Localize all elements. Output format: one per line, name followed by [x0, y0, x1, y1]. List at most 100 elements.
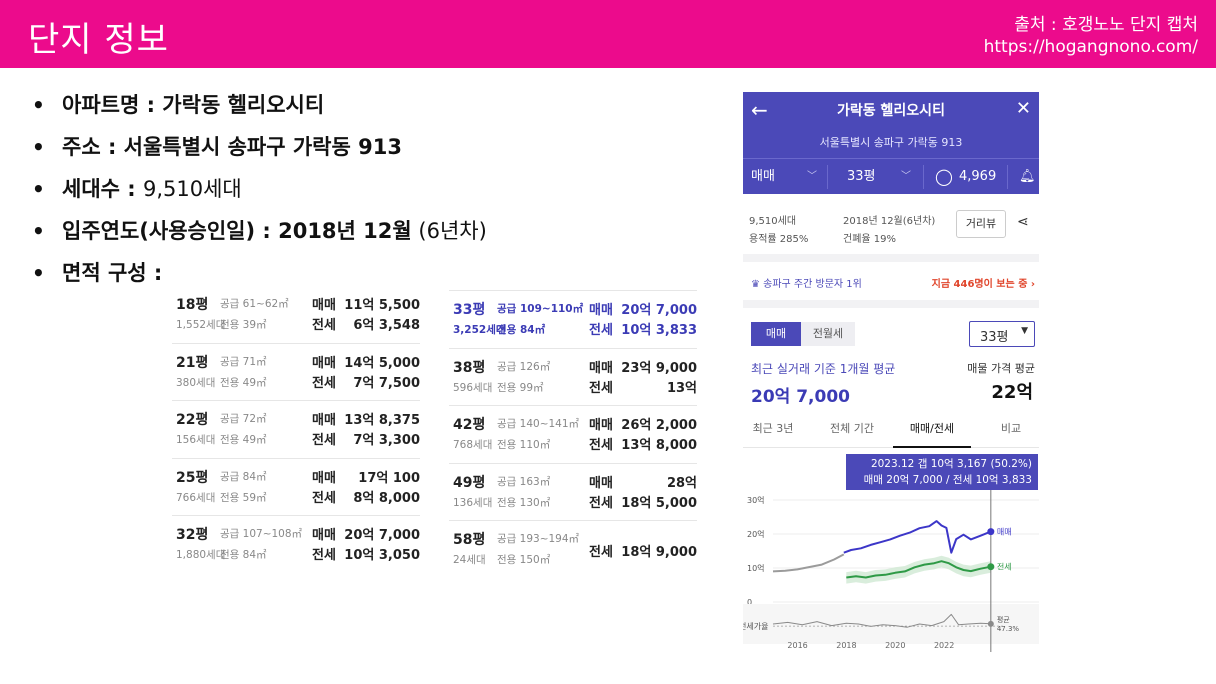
complex-summary: 9,510세대 용적률 285% 2018년 12월(6년차) 건폐율 19% … [743, 204, 1039, 248]
source-line: 출처 : 호갱노노 단지 캡처 [1014, 15, 1198, 35]
area-row[interactable]: 25평 공급 84㎡ 766세대 전용 59㎡ 매매 17억 100 전세 8억… [172, 459, 420, 516]
trade-type: 매매 [312, 355, 336, 371]
trade-price: 23억 9,000 [621, 360, 697, 376]
area-row[interactable]: 42평 공급 140~141㎡ 768세대 전용 110㎡ 매매 26억 2,0… [449, 406, 697, 464]
ratio-axis-label: 전세가율 [743, 621, 768, 631]
trade-price: 11억 5,500 [344, 298, 420, 313]
slide-header: 단지 정보 출처 : 호갱노노 단지 캡처 https://hogangnono… [0, 0, 1216, 68]
caret-down-icon: ▼ [1021, 326, 1028, 336]
area-row-selected[interactable]: 33평 공급 109~110㎡ 3,252세대 전용 84㎡ 매매 20억 7,… [449, 291, 697, 349]
rent-ratio-line [772, 613, 991, 628]
ratio-last-point [987, 620, 994, 627]
area-supply: 공급 109~110㎡ [497, 303, 584, 315]
trade-type: 매매 [589, 360, 613, 376]
tooltip-gap: 2023.12 갭 10억 3,167 (50.2%) [870, 458, 1032, 470]
area-exclusive: 전용 59㎡ [220, 491, 267, 504]
bullet-address: 주소 : 서울특별시 송파구 가락동 913 [30, 130, 710, 172]
area-exclusive: 전용 99㎡ [497, 381, 544, 394]
area-exclusive: 전용 49㎡ [220, 376, 267, 389]
rent-type: 전세 [312, 375, 336, 391]
trade-price: 14억 5,000 [344, 355, 420, 371]
trade-last-point [987, 528, 995, 536]
area-row[interactable]: 21평 공급 71㎡ 380세대 전용 49㎡ 매매 14억 5,000 전세 … [172, 344, 420, 401]
rent-price: 8억 8,000 [353, 490, 420, 506]
area-units: 1,552세대 [176, 319, 226, 331]
size-select[interactable]: 33평 ▼ [969, 321, 1035, 347]
rent-price: 10억 3,050 [344, 548, 420, 563]
visit-rank: ♛ 송파구 주간 방문자 1위 [751, 279, 862, 290]
bullet-apartment-name: 아파트명 : 가락동 헬리오시티 [30, 88, 710, 130]
trade-price-line [843, 520, 992, 554]
tab-all-period[interactable]: 전체 기간 [830, 422, 874, 435]
comment-count: 4,969 [959, 169, 997, 184]
area-table-right: 33평 공급 109~110㎡ 3,252세대 전용 84㎡ 매매 20억 7,… [449, 290, 697, 579]
back-arrow-icon[interactable]: ← [751, 98, 768, 122]
area-size: 22평 [176, 412, 209, 428]
area-supply: 공급 140~141㎡ [497, 418, 580, 430]
y-tick-label: 30억 [747, 495, 765, 505]
tab-compare[interactable]: 비교 [1000, 422, 1022, 435]
summary-built: 2018년 12월(6년차) [843, 216, 936, 227]
listing-avg-label: 매물 가격 평균 [967, 362, 1035, 375]
period-tabs: 최근 3년 전체 기간 매매/전세 비교 [743, 416, 1039, 448]
rent-price-line [846, 560, 991, 579]
x-tick-label: 2018 [836, 641, 856, 650]
summary-far: 용적률 285% [749, 234, 809, 245]
crown-icon: ♛ [751, 279, 764, 290]
bell-icon[interactable]: 🔔︎ [1019, 169, 1036, 184]
size-dropdown[interactable]: 33평 [847, 169, 876, 184]
area-units: 24세대 [453, 554, 486, 566]
area-units: 380세대 [176, 376, 216, 389]
area-row[interactable]: 49평 공급 163㎡ 136세대 전용 130㎡ 매매 28억 전세 18억 … [449, 464, 697, 521]
rent-type: 전세 [312, 318, 336, 333]
tab-trade[interactable]: 매매 [751, 322, 801, 346]
trade-price: 26억 2,000 [621, 418, 697, 433]
area-row[interactable]: 18평 공급 61~62㎡ 1,552세대 전용 39㎡ 매매 11억 5,50… [172, 286, 420, 344]
rent-price: 7억 3,300 [353, 433, 420, 448]
area-size: 33평 [453, 302, 486, 318]
trade-price: 28억 [666, 475, 697, 491]
comment-icon[interactable]: ◯ [935, 167, 953, 186]
rent-type: 전세 [589, 438, 613, 453]
tab-recent-3y[interactable]: 최근 3년 [752, 422, 794, 435]
visit-now: 지금 446명이 보는 중 › [931, 279, 1035, 290]
chevron-down-icon: ﹀ [807, 171, 817, 182]
area-supply: 공급 72㎡ [220, 413, 267, 425]
summary-bcr: 건폐율 19% [843, 234, 897, 245]
divider [827, 165, 828, 189]
area-exclusive: 전용 130㎡ [497, 496, 551, 509]
chart-tooltip: 2023.12 갭 10억 3,167 (50.2%) 매매 20억 7,000… [846, 454, 1038, 490]
share-icon[interactable]: ⋖ [1017, 214, 1029, 230]
rent-type: 전세 [589, 323, 613, 338]
area-units: 3,252세대 [453, 324, 506, 336]
trade-type: 매매 [312, 298, 336, 313]
area-units: 136세대 [453, 496, 493, 509]
visit-banner[interactable]: ♛ 송파구 주간 방문자 1위 지금 446명이 보는 중 › [743, 268, 1039, 296]
app-header: ← 가락동 헬리오시티 ✕ 서울특별시 송파구 가락동 913 매매 ﹀ 33평… [743, 92, 1039, 194]
area-exclusive: 전용 39㎡ [220, 319, 267, 331]
close-icon[interactable]: ✕ [1015, 98, 1031, 119]
chevron-down-icon: ﹀ [901, 171, 911, 182]
area-row[interactable]: 58평 공급 193~194㎡ 24세대 전용 150㎡ 전세 18억 9,00… [449, 521, 697, 579]
street-view-button[interactable]: 거리뷰 [956, 210, 1006, 238]
recent-price-label: 최근 실거래 기준 1개월 평균 [751, 362, 896, 376]
area-row[interactable]: 38평 공급 126㎡ 596세대 전용 99㎡ 매매 23억 9,000 전세… [449, 349, 697, 406]
rent-price: 13억 8,000 [621, 438, 697, 453]
area-supply: 공급 107~108㎡ [220, 528, 303, 540]
trade-series-label: 매매 [997, 528, 1012, 537]
source-note: 출처 : 호갱노노 단지 캡처 https://hogangnono.com/ [984, 14, 1198, 58]
complex-title: 가락동 헬리오시티 [837, 103, 945, 119]
area-table-left: 18평 공급 61~62㎡ 1,552세대 전용 39㎡ 매매 11억 5,50… [172, 286, 420, 574]
area-size: 18평 [176, 297, 209, 313]
area-row[interactable]: 32평 공급 107~108㎡ 1,880세대 전용 84㎡ 매매 20억 7,… [172, 516, 420, 574]
area-units: 766세대 [176, 491, 216, 504]
rent-price: 10억 3,833 [621, 323, 697, 338]
area-units: 156세대 [176, 434, 216, 446]
trade-type-dropdown[interactable]: 매매 [751, 169, 775, 184]
tab-trade-rent[interactable]: 매매/전세 [893, 416, 971, 448]
ratio-band [743, 604, 1039, 644]
area-row[interactable]: 22평 공급 72㎡ 156세대 전용 49㎡ 매매 13억 8,375 전세 … [172, 401, 420, 459]
tab-rent[interactable]: 전월세 [801, 322, 855, 346]
rent-range-band [846, 555, 991, 584]
